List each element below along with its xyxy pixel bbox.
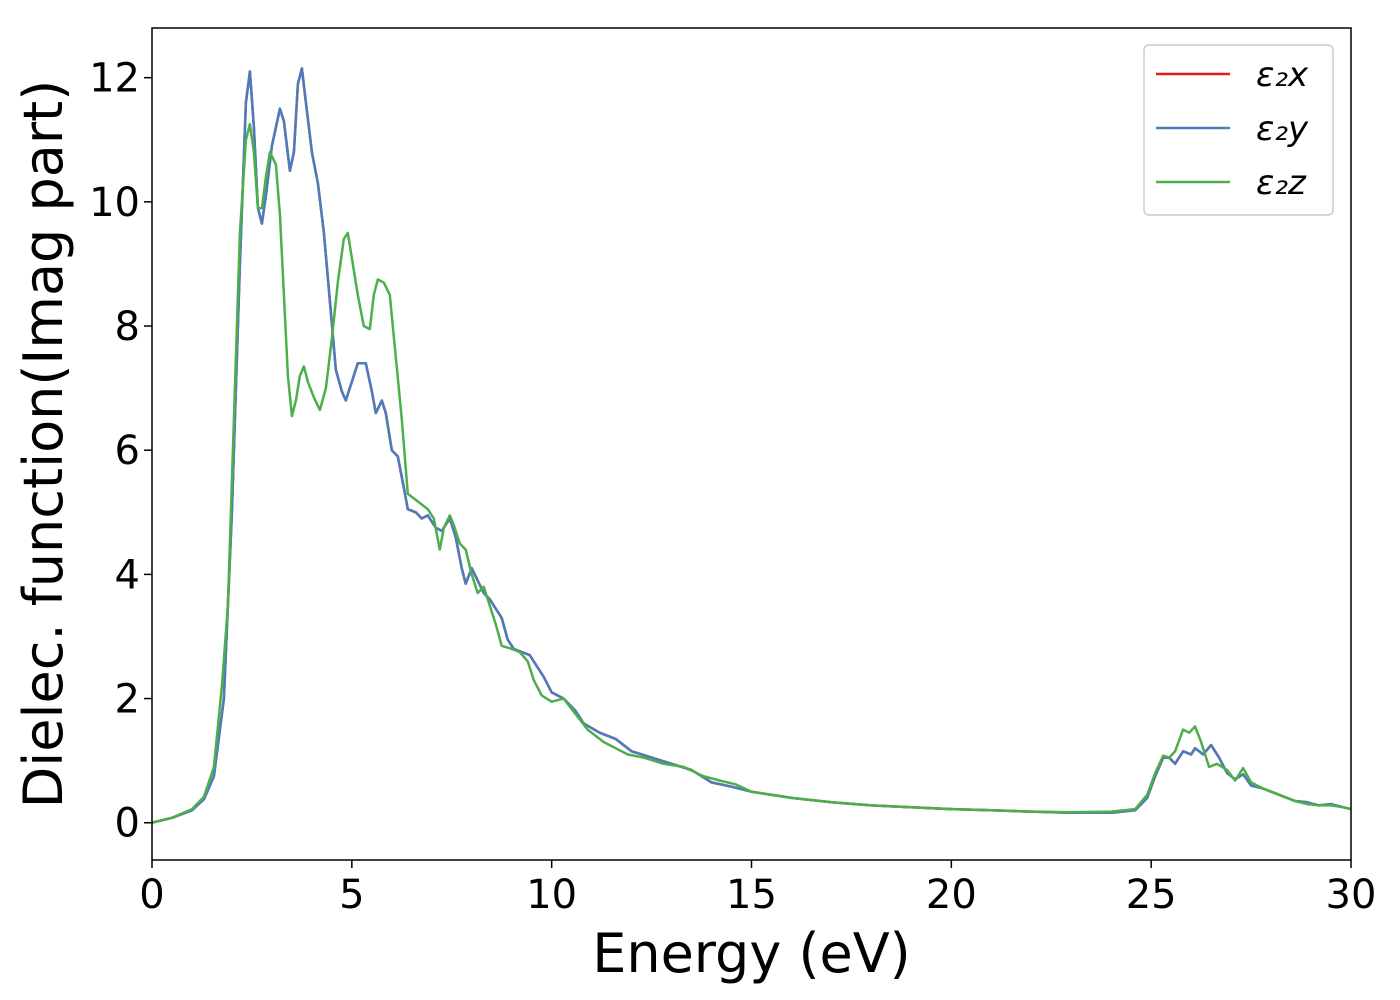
y-tick-label: 4 [115,552,140,598]
legend-label-1: ε₂x [1256,55,1309,95]
y-tick-label: 0 [115,801,140,847]
y-tick-label: 12 [89,56,140,102]
y-axis-title: Dielec. function(Imag part) [12,80,75,809]
x-axis-ticks: 0 5 10 15 20 25 30 [139,860,1376,918]
x-tick-label: 0 [139,872,164,918]
y-axis-ticks: 0 2 4 6 8 10 12 [89,56,152,847]
x-tick-label: 30 [1326,872,1377,918]
legend-box [1143,44,1334,216]
x-tick-label: 5 [339,872,364,918]
y-tick-label: 10 [89,180,140,226]
x-tick-label: 15 [726,872,777,918]
legend-label-3: ε₂z [1256,163,1307,203]
y-tick-label: 6 [115,428,140,474]
x-tick-label: 25 [1126,872,1177,918]
x-tick-label: 10 [526,872,577,918]
legend: ε₂x ε₂y ε₂z [1143,44,1334,216]
x-axis-title: Energy (eV) [592,922,911,985]
y-tick-label: 8 [115,304,140,350]
series-lines [152,67,1351,824]
x-tick-label: 20 [926,872,977,918]
series-line-2 [152,67,1351,824]
y-tick-label: 2 [115,677,140,723]
legend-label-2: ε₂y [1256,109,1309,149]
series-line-3 [152,122,1351,824]
